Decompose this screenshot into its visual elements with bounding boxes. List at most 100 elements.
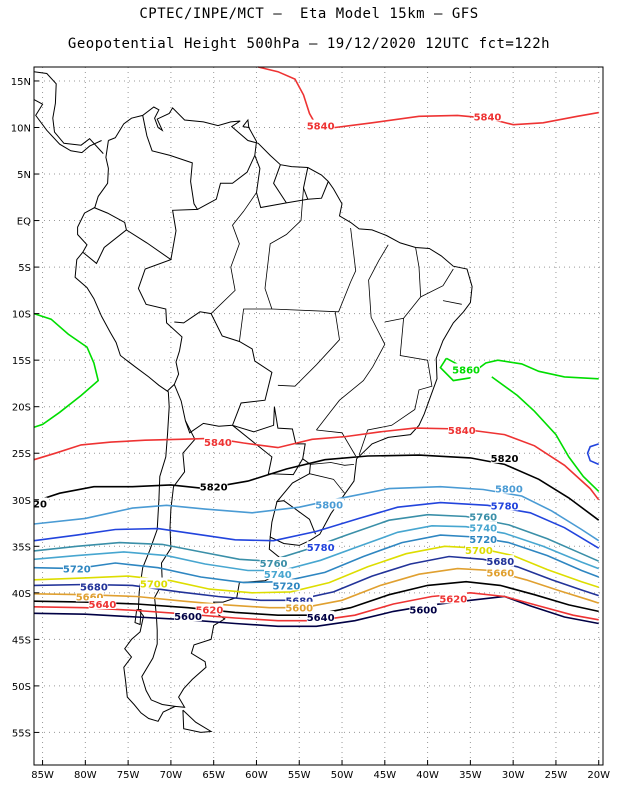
state-border bbox=[420, 268, 454, 298]
lon-tick-label: 45W bbox=[373, 770, 396, 781]
tierra-del-fuego bbox=[182, 709, 213, 733]
contour-label-bg bbox=[473, 110, 502, 122]
contour-5840 bbox=[258, 66, 599, 129]
contour-label: 5820 bbox=[491, 454, 519, 465]
contour-label-bg bbox=[452, 363, 480, 375]
contour-5840 bbox=[33, 427, 600, 501]
contour-label: 5680 bbox=[80, 582, 108, 593]
contour-5620 bbox=[33, 591, 599, 622]
lon-tick-label: 70W bbox=[160, 770, 183, 781]
lon-tick-label: 55W bbox=[288, 770, 311, 781]
axis-ticks: 15N 10N 5N EQ 5S 10S 15S 20S 25S 30S 35S 40S 45S 50S 5… bbox=[11, 77, 610, 781]
contour-label-bg bbox=[259, 557, 288, 569]
contour-label-bg bbox=[465, 544, 493, 556]
state-border bbox=[277, 311, 340, 387]
contour-label-bg bbox=[469, 521, 498, 533]
contour-label: 5600 bbox=[409, 606, 437, 617]
state-border bbox=[271, 227, 357, 313]
contour-label: 5700 bbox=[140, 580, 168, 591]
country-border bbox=[232, 406, 306, 476]
lon-tick-label: 30W bbox=[502, 770, 525, 781]
contour-labels: 5860584058205800578057605740572057005680… bbox=[32, 110, 523, 624]
lon-tick-label: 50W bbox=[331, 770, 354, 781]
contour-label: 5840 bbox=[448, 426, 476, 437]
contour-5720 bbox=[33, 534, 599, 584]
contour-label: 5740 bbox=[264, 570, 292, 581]
chart-title-line2: Geopotential Height 500hPa – 19/12/2020 … bbox=[67, 36, 551, 52]
lon-tick-label: 60W bbox=[245, 770, 268, 781]
contour-label-bg bbox=[469, 532, 498, 544]
country-border bbox=[142, 115, 199, 260]
contour-label: 5800 bbox=[315, 500, 343, 511]
contour-label-bg bbox=[486, 555, 515, 567]
lat-tick-label: 15S bbox=[12, 356, 31, 367]
contour-label: 5620 bbox=[195, 606, 223, 617]
state-border bbox=[316, 429, 357, 457]
contour-label-bg bbox=[264, 568, 292, 580]
land-outlines bbox=[33, 71, 473, 733]
contour-label: 5800 bbox=[495, 485, 523, 496]
lat-tick-label: 55S bbox=[12, 728, 31, 739]
contour-5880 bbox=[586, 443, 600, 466]
contour-label: 5820 bbox=[200, 483, 228, 494]
contour-label-bg bbox=[469, 510, 498, 522]
contour-label: 5840 bbox=[474, 112, 502, 123]
contour-label: 5600 bbox=[174, 612, 202, 623]
contour-label-bg bbox=[199, 480, 228, 492]
contour-5860 bbox=[491, 376, 600, 492]
contour-label-bg bbox=[80, 580, 108, 592]
state-border bbox=[316, 244, 389, 431]
lat-tick-label: EQ bbox=[17, 217, 31, 228]
contour-label-bg bbox=[306, 611, 335, 623]
lon-tick-label: 80W bbox=[74, 770, 97, 781]
contour-label: 5740 bbox=[469, 524, 497, 535]
contour-label-bg bbox=[315, 498, 343, 510]
contour-label-bg bbox=[32, 497, 48, 509]
country-border bbox=[173, 311, 273, 434]
contour-label-bg bbox=[495, 482, 523, 494]
contour-label: 5840 bbox=[204, 438, 232, 449]
lon-tick-label: 85W bbox=[31, 770, 54, 781]
contour-label-bg bbox=[62, 562, 91, 574]
map-frame bbox=[33, 66, 604, 766]
contour-5680 bbox=[33, 555, 599, 602]
lat-tick-label: 50S bbox=[12, 682, 31, 693]
contour-label-bg bbox=[204, 436, 232, 448]
lat-tick-label: 5N bbox=[17, 170, 31, 181]
contour-label: 5760 bbox=[469, 513, 497, 524]
contour-label: 5680 bbox=[486, 557, 514, 568]
lat-tick-label: 10S bbox=[12, 310, 31, 321]
lat-tick-label: 25S bbox=[12, 449, 31, 460]
country-border bbox=[126, 229, 183, 392]
lon-tick-label: 75W bbox=[117, 770, 140, 781]
chiloe-island bbox=[134, 609, 142, 626]
contour-label-bg bbox=[490, 499, 519, 511]
contour-label: 5700 bbox=[465, 546, 493, 557]
contour-label: 5640 bbox=[307, 613, 335, 624]
contour-5660 bbox=[33, 567, 599, 609]
contour-label: 5640 bbox=[89, 600, 117, 611]
country-border bbox=[269, 501, 278, 538]
contour-label-bg bbox=[174, 610, 202, 622]
state-border bbox=[358, 318, 433, 456]
lon-tick-label: 35W bbox=[459, 770, 482, 781]
state-border bbox=[310, 462, 355, 466]
contour-label: 5720 bbox=[272, 581, 300, 592]
lat-tick-label: 10N bbox=[11, 123, 31, 134]
lat-tick-label: 45S bbox=[12, 635, 31, 646]
state-border bbox=[210, 192, 257, 314]
lat-tick-label: 20S bbox=[12, 403, 31, 414]
contour-label: 5600 bbox=[285, 604, 313, 615]
contour-label: 5720 bbox=[63, 565, 91, 576]
state-border bbox=[309, 473, 345, 494]
contour-label: 5840 bbox=[307, 122, 335, 133]
contour-label-bg bbox=[448, 423, 476, 435]
contour-label-bg bbox=[306, 119, 335, 131]
lat-tick-label: 5S bbox=[18, 263, 31, 274]
lon-tick-label: 20W bbox=[587, 770, 610, 781]
contour-label: 20 bbox=[33, 499, 47, 510]
contour-5820 bbox=[33, 454, 600, 521]
central-america-pacific-coast bbox=[33, 99, 102, 154]
contour-label: 5780 bbox=[491, 501, 519, 512]
